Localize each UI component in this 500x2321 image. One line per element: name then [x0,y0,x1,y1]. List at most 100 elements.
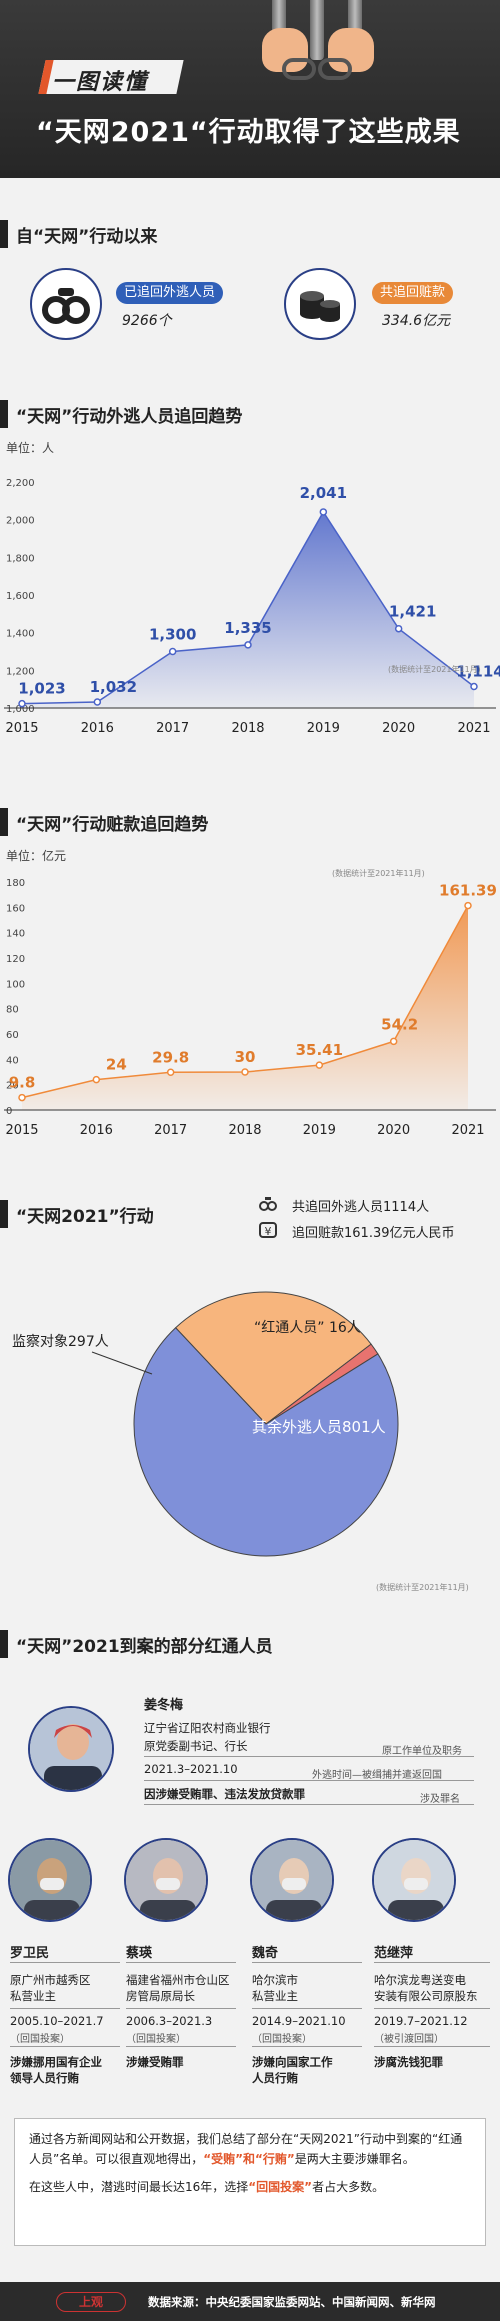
data-label: 35.41 [296,1041,343,1059]
fugitives-label: 已追回外逃人员 [116,282,224,304]
y-tick-label: 140 [6,929,25,940]
data-point [241,1068,249,1076]
section-heading: “天网”行动赃款追回趋势 [0,806,500,838]
data-label: 29.8 [152,1048,189,1066]
data-point [93,698,102,706]
money-2021-line: 追回赃款161.39亿元人民币 [292,1226,455,1241]
hero-tag: 一图读懂 [52,70,149,95]
person-mode: （回国投案） [252,2034,312,2045]
x-tick-label: 2021 [451,1123,484,1138]
note-period: 外逃时间—被缉捕并遣返回国 [312,1770,442,1781]
person-org: 哈尔滨市 [252,1973,298,1987]
data-note: (数据统计至2021年11月) [376,1582,469,1592]
data-point [464,901,472,910]
x-tick-label: 2021 [457,721,490,736]
data-point [389,1037,398,1046]
data-point [470,682,478,691]
avatar [250,1838,334,1922]
person-title: 安装有限公司原股东 [374,1989,478,2003]
money-value: 334.6亿元 [382,313,451,329]
x-tick-label: 2015 [5,721,38,736]
divider [10,2008,120,2009]
pie-label: 监察对象297人 [12,1333,109,1350]
y-tick-label: 1,800 [6,553,35,564]
person-charge: 领导人员行贿 [10,2071,79,2085]
x-tick-label: 2019 [303,1123,336,1138]
summary-box: 通过各方新闻网站和公开数据，我们总结了部分在“天网2021”行动中到案的“红通人… [14,2118,486,2246]
person-charge: 涉嫌挪用国有企业 [10,2055,102,2069]
handcuff-icon [318,58,352,80]
person-name: 蔡瑛 [126,1946,153,1961]
person-charge: 涉嫌向国家工作 [252,2055,333,2069]
x-tick-label: 2017 [154,1123,187,1138]
divider [10,1962,120,1963]
pie-slice [174,1291,372,1425]
y-tick-label: 0 [6,1106,12,1117]
divider [126,1962,236,1963]
pie-label: “红通人员” 16人 [254,1320,361,1336]
person-name: 范继萍 [374,1946,414,1961]
fugitive-trend-chart: 单位：人 1,000 1,200 1,400 1,600 1,800 2,000 2,200 1… [4,440,500,736]
divider [374,2046,490,2047]
area-fill [22,905,468,1110]
section-heading: “天网”行动外逃人员追回趋势 [0,398,500,430]
pie-label: 其余外逃人员801人 [252,1418,386,1436]
data-label: 2,041 [300,484,347,502]
coin-stack-icon [284,268,356,340]
data-label: 30 [235,1048,256,1066]
section-heading: “天网”2021到案的部分红通人员 [0,1628,500,1660]
data-point [319,508,328,516]
data-point [166,1068,175,1077]
x-tick-label: 2018 [231,721,264,736]
person-mode: （被引渡回国） [374,2034,444,2045]
avatar [8,1838,92,1922]
y-tick-label: 20 [6,1081,19,1092]
data-label: 1,114 [456,663,500,681]
person-org: 福建省福州市仓山区 [126,1973,230,1987]
avatar [372,1838,456,1922]
data-label: 54.2 [381,1015,418,1033]
data-label: 1,421 [389,603,436,621]
person-name: 罗卫民 [10,1946,50,1961]
handcuff-icon [282,58,316,80]
avatar [28,1706,114,1792]
divider [144,1804,474,1805]
area-fill [22,511,474,708]
featured-title: 原党委副书记、行长 [144,1739,248,1753]
data-label: 161.39 [439,882,497,900]
pie-slice [133,1327,399,1557]
x-tick-label: 2018 [228,1123,261,1138]
divider [126,2008,236,2009]
note-job: 原工作单位及职务 [382,1746,462,1757]
divider [10,2046,120,2047]
person-period: 2005.10–2021.7 [10,2014,104,2028]
data-point [394,624,403,633]
svg-text:¥: ¥ [265,1225,272,1238]
x-tick-label: 2016 [81,721,114,736]
data-label: 1,023 [18,680,65,698]
featured-period: 2021.3–2021.10 [144,1762,238,1776]
y-tick-label: 1,200 [6,666,35,677]
data-point [244,641,252,649]
section-heading: “天网2021”行动 [0,1198,500,1230]
person-period: 2019.7–2021.12 [374,2014,468,2028]
data-point [168,647,177,656]
divider [144,1780,474,1781]
handcuffs-icon [258,1194,278,1218]
divider [252,2046,362,2047]
data-note: (数据统计至2021年11月) [332,868,425,878]
person-charge: 涉腐洗钱犯罪 [374,2055,443,2069]
data-point [18,1093,26,1102]
x-tick-label: 2020 [377,1123,410,1138]
divider [126,2046,236,2047]
data-point [315,1061,324,1069]
brand-logo: 上观 [56,2292,126,2312]
person-name: 魏奇 [252,1946,279,1961]
summary-paragraph: 通过各方新闻网站和公开数据，我们总结了部分在“天网2021”行动中到案的“红通人… [29,2132,463,2166]
person-org: 原广州市越秀区 [10,1973,91,1987]
section-heading: 自“天网”行动以来 [0,218,500,250]
divider [374,1962,490,1963]
person-mode: （回国投案） [126,2034,186,2045]
y-tick-label: 1,600 [6,591,35,602]
